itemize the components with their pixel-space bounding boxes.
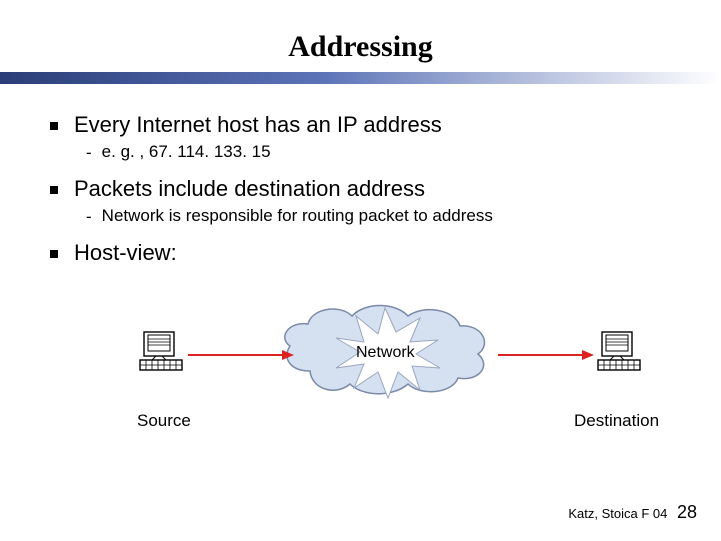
dash-marker: - — [86, 142, 92, 164]
page-number: 28 — [677, 502, 697, 522]
slide-title: Addressing — [0, 30, 721, 64]
destination-label: Destination — [574, 411, 659, 431]
footer-text: Katz, Stoica F 04 — [568, 506, 667, 521]
host-view-diagram: Network — [50, 296, 671, 466]
destination-computer-icon — [596, 330, 642, 374]
footer: Katz, Stoica F 04 28 — [568, 502, 697, 523]
bullet-2: Packets include destination address — [50, 176, 671, 202]
bullet-text: Host-view: — [74, 240, 177, 266]
content-area: Every Internet host has an IP address - … — [0, 84, 721, 466]
sub-bullet-2-1: - Network is responsible for routing pac… — [86, 206, 671, 228]
network-label: Network — [356, 344, 415, 362]
sub-bullet-1-1: - e. g. , 67. 114. 133. 15 — [86, 142, 671, 164]
bullet-marker — [50, 186, 58, 194]
source-computer-icon — [138, 330, 184, 374]
bullet-3: Host-view: — [50, 240, 671, 266]
dash-marker: - — [86, 206, 92, 228]
sub-text: e. g. , 67. 114. 133. 15 — [102, 142, 271, 162]
source-label: Source — [137, 411, 191, 431]
bullet-text: Every Internet host has an IP address — [74, 112, 442, 138]
arrow-source-to-network — [186, 348, 296, 362]
slide: Addressing Every Internet host has an IP… — [0, 0, 721, 541]
sub-text: Network is responsible for routing packe… — [102, 206, 493, 226]
bullet-1: Every Internet host has an IP address — [50, 112, 671, 138]
bullet-marker — [50, 122, 58, 130]
bullet-marker — [50, 250, 58, 258]
bullet-text: Packets include destination address — [74, 176, 425, 202]
title-bar — [0, 72, 721, 84]
arrow-network-to-dest — [496, 348, 596, 362]
